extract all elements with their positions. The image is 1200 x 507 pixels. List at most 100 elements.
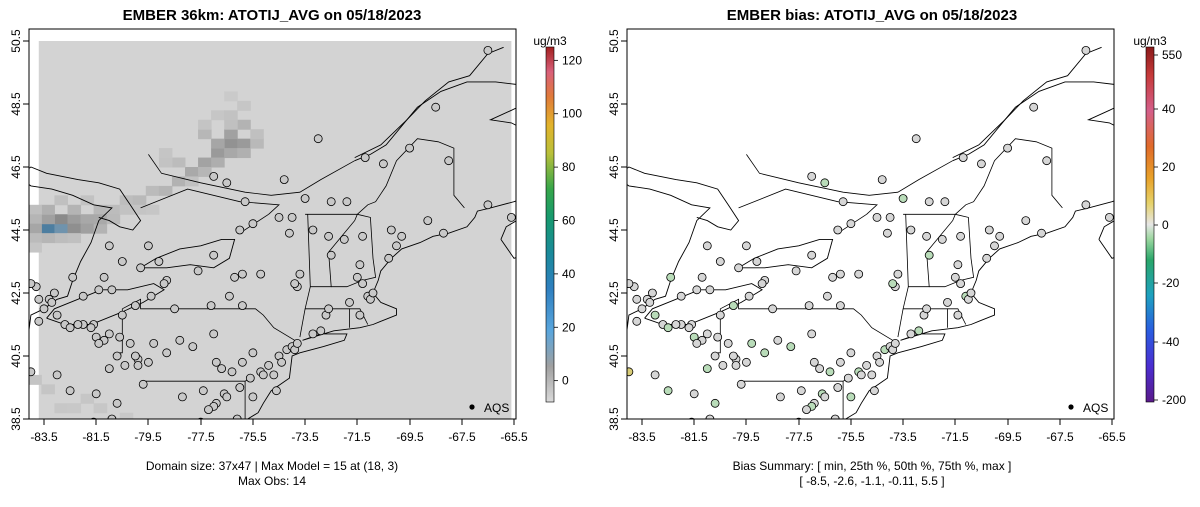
model-grid-cell [158,148,173,159]
model-grid-cell [29,204,42,215]
obs-site-marker [65,323,75,333]
colorbar-tick-label: 80 [562,160,576,174]
x-tick-label: -79.5 [134,430,162,444]
model-grid-cell [29,242,42,253]
model-grid-cell [93,204,108,215]
obs-site-marker [29,367,36,377]
obs-site-marker [104,241,114,251]
obs-site-marker [710,351,720,361]
state-border [305,138,465,215]
model-grid-cell [80,393,95,404]
obs-site-marker [648,288,657,298]
obs-site-marker [360,153,370,163]
x-tick-label: -65.5 [1098,430,1126,444]
x-tick-label: -65.5 [500,430,528,444]
obs-site-marker [768,304,777,314]
obs-site-marker [149,338,159,348]
obs-site-marker [718,360,728,370]
model-grid-cell [93,223,108,234]
y-tick-label: 42.5 [607,281,621,305]
obs-site-marker [742,357,751,367]
obs-site-marker [112,351,122,361]
obs-site-marker [52,310,62,320]
model-grid-cell [67,204,82,215]
model-grid-cell [54,223,68,234]
obs-site-marker [807,250,817,260]
obs-site-marker [47,297,57,307]
obs-site-marker [875,357,884,367]
obs-site-marker [911,134,921,144]
model-grid-cell [29,214,42,225]
obs-site-marker [326,197,336,207]
model-grid-cell [119,412,134,419]
obs-site-marker [671,320,681,329]
obs-site-marker [136,263,146,273]
obs-site-marker [956,279,965,289]
model-grid-cell [41,204,55,215]
obs-site-marker [836,269,845,279]
obs-site-marker [232,414,242,419]
bias-colorbar-ramp [1145,46,1155,403]
obs-site-marker [950,272,960,282]
obs-site-marker [222,178,232,188]
obs-site-marker [825,367,835,377]
obs-site-marker [384,253,394,263]
model-grid-cell [80,195,95,206]
state-border [148,154,355,196]
obs-site-marker [34,294,44,304]
obs-site-marker [248,392,258,402]
obs-site-marker [483,46,493,55]
y-tick-label: 46.5 [607,155,621,179]
colorbar-tick-label: 20 [1162,160,1176,174]
obs-site-marker [125,338,135,348]
obs-site-marker [237,269,247,279]
obs-site-marker [355,310,365,320]
obs-site-marker [836,301,845,311]
obs-site-marker [248,219,258,229]
y-tick-label: 50.5 [607,29,621,53]
obs-site-marker [1042,156,1052,166]
model-grid-cell [41,233,55,244]
obs-site-marker [742,241,751,251]
model-grid-cell [224,138,238,149]
obs-site-marker [846,348,856,358]
obs-site-marker [747,338,757,348]
colorbar-tick-label: 0 [1162,218,1169,232]
obs-site-marker [890,338,900,348]
obs-site-marker [237,301,247,311]
x-tick-label: -67.5 [448,430,476,444]
obs-site-marker [820,178,830,188]
model-grid-cell [145,204,160,215]
obs-site-marker [227,367,237,377]
obs-site-marker [170,304,180,314]
obs-site-marker [893,269,903,279]
obs-site-marker [405,143,415,153]
obs-site-marker [940,197,950,207]
x-tick-label: -83.5 [30,430,58,444]
obs-site-marker [19,327,27,335]
obs-site-marker [752,257,762,266]
x-tick-label: -73.5 [889,430,917,444]
obs-site-marker [650,310,660,320]
model-grid-cell [198,119,212,130]
obs-site-marker [94,285,104,295]
obs-site-marker [802,405,811,415]
colorbar-tick-label: 20 [562,320,576,334]
y-tick-label: 48.5 [9,92,23,116]
model-grid-cell [106,204,121,215]
obs-site-marker [689,389,699,399]
obs-site-marker [830,414,840,419]
obs-site-marker [833,225,843,235]
obs-site-marker [773,335,783,345]
obs-site-marker [235,225,245,235]
model-grid-cell [54,214,68,225]
y-tick-label: 40.5 [607,344,621,368]
model-grid-cell [250,129,264,140]
obs-site-marker [162,348,172,358]
obs-site-marker [883,228,892,238]
obs-site-marker [78,291,88,301]
lake-ontario-outline [738,238,834,269]
obs-site-marker [146,291,156,301]
colorbar-tick-label: 550 [1162,48,1182,62]
